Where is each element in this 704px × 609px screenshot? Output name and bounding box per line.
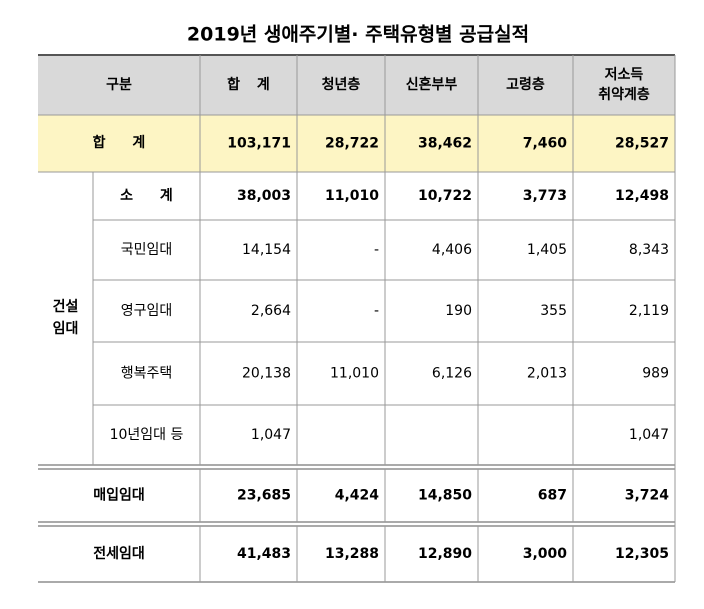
value-cell: 190 — [445, 303, 472, 319]
value-cell: 11,010 — [325, 188, 379, 204]
row-label: 영구임대 — [121, 303, 173, 319]
value-cell: 687 — [538, 488, 567, 504]
value-cell: 38,003 — [237, 188, 291, 204]
header-cell: 청년층 — [322, 77, 361, 93]
group-label: 임대 — [53, 321, 79, 337]
value-cell: 8,343 — [629, 242, 669, 258]
value-cell: 3,000 — [523, 546, 568, 562]
value-cell: 12,498 — [615, 188, 669, 204]
header-bg — [38, 55, 675, 115]
title: 2019년 생애주기별· 주택유형별 공급실적 — [187, 24, 529, 46]
value-cell: 10,722 — [418, 188, 472, 204]
value-cell: 11,010 — [330, 366, 379, 382]
header-cell: 취약계층 — [598, 86, 650, 103]
value-cell: 13,288 — [325, 546, 379, 562]
row-label: 10년임대 등 — [110, 427, 184, 443]
value-cell: 23,685 — [237, 488, 291, 504]
value-cell: 12,305 — [615, 546, 669, 562]
value-cell: 3,724 — [625, 488, 670, 504]
row-label: 국민임대 — [121, 242, 173, 258]
value-cell: 1,047 — [251, 427, 291, 443]
row-label: 전세임대 — [93, 545, 145, 562]
value-cell: 41,483 — [237, 546, 291, 562]
value-cell: 7,460 — [523, 136, 568, 152]
value-cell: 14,154 — [242, 242, 291, 258]
value-cell: 1,405 — [527, 242, 567, 258]
value-cell: 989 — [642, 366, 669, 382]
value-cell: 3,773 — [523, 188, 567, 204]
value-cell: 20,138 — [242, 366, 291, 382]
value-cell: 1,047 — [629, 427, 669, 443]
header-cell: 신혼부부 — [406, 76, 458, 93]
row-label: 행복주택 — [121, 366, 173, 382]
value-cell: 2,119 — [629, 303, 669, 319]
total-bg — [38, 115, 675, 172]
header-cell: 고령층 — [506, 77, 545, 93]
row-label: 소 계 — [120, 188, 173, 204]
header-cell: 구분 — [106, 77, 132, 93]
value-cell: - — [374, 303, 379, 319]
value-cell: 2,013 — [527, 366, 567, 382]
value-cell: 103,171 — [227, 136, 291, 152]
value-cell: 355 — [540, 303, 567, 319]
value-cell: - — [374, 242, 379, 258]
value-cell: 6,126 — [432, 366, 472, 382]
value-cell: 2,664 — [251, 303, 291, 319]
header-cell: 저소득 — [605, 67, 644, 83]
group-label: 건설 — [53, 298, 79, 315]
value-cell: 12,890 — [418, 546, 472, 562]
value-cell: 28,527 — [615, 136, 669, 152]
value-cell: 4,424 — [335, 488, 380, 504]
value-cell: 28,722 — [325, 136, 379, 152]
value-cell: 4,406 — [432, 242, 472, 258]
header-cell: 합 계 — [227, 76, 270, 93]
value-cell: 38,462 — [418, 136, 472, 152]
value-cell: 14,850 — [418, 488, 472, 504]
row-label: 합 계 — [93, 134, 146, 151]
row-label: 매입임대 — [93, 488, 145, 504]
